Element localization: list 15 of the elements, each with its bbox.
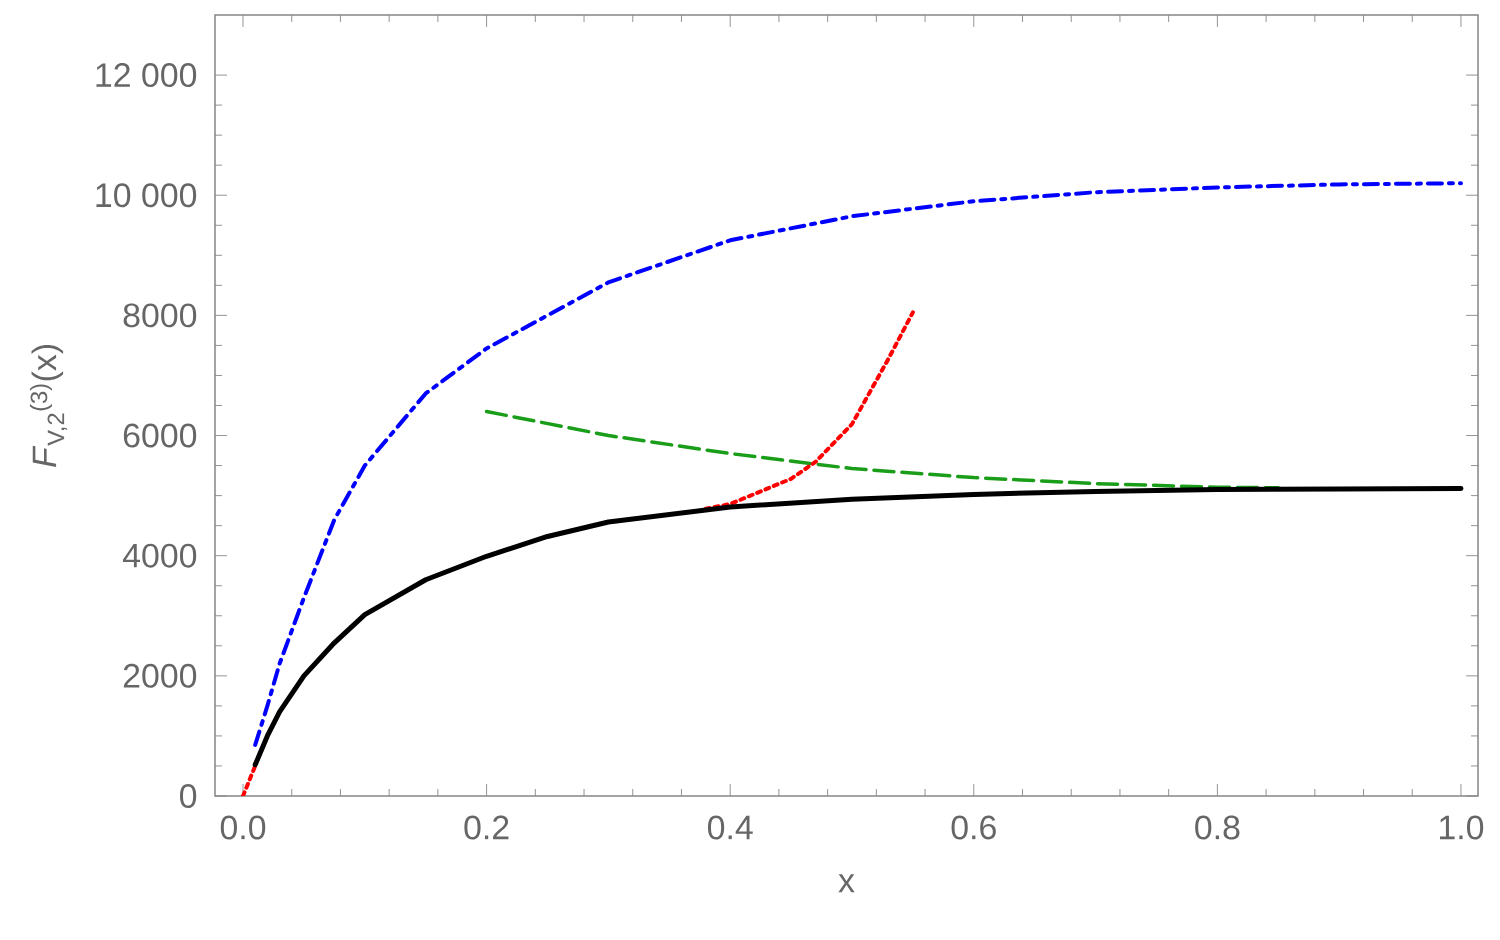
x-tick-label: 0.6 — [951, 815, 996, 840]
y-tick-label: 0 — [180, 784, 197, 808]
x-tick-label: 0.8 — [1195, 815, 1240, 840]
y-tick-label: 2000 — [123, 663, 197, 688]
x-axis-title: x — [838, 874, 855, 893]
y-axis-title: F$_{V,2}$$^{(3)}$(x) — [29, 345, 68, 468]
x-tick-label: 1.0 — [1440, 815, 1484, 840]
x-tick-label: 0.2 — [464, 815, 509, 840]
y-tick-label: 12 000 — [96, 63, 197, 88]
y-tick-label: 8000 — [123, 303, 197, 328]
y-tick-label: 4000 — [122, 543, 197, 568]
y-tick-label: 6000 — [123, 423, 197, 448]
y-tick-label: 10 000 — [96, 183, 197, 208]
x-tick-label: 0.0 — [220, 815, 266, 840]
x-tick-label: 0.4 — [707, 815, 753, 840]
